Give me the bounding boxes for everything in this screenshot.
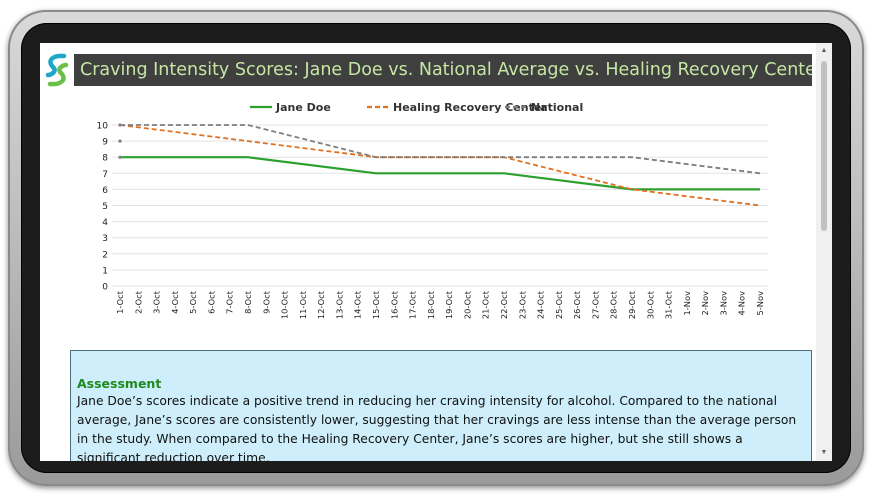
series-line-healing-recovery-center bbox=[119, 124, 761, 207]
y-tick-label: 1 bbox=[102, 266, 108, 276]
assessment-heading: Assessment bbox=[77, 376, 162, 391]
y-tick-label: 6 bbox=[102, 186, 108, 196]
scroll-up-icon[interactable]: ▲ bbox=[820, 47, 828, 54]
series-line-national bbox=[120, 124, 761, 175]
y-tick-label: 7 bbox=[102, 170, 108, 180]
x-tick-label: 11-Oct bbox=[298, 290, 308, 319]
x-tick-label: 14-Oct bbox=[353, 290, 363, 319]
x-tick-label: 19-Oct bbox=[444, 290, 454, 319]
assessment-panel: Assessment Jane Doe’s scores indicate a … bbox=[70, 350, 812, 461]
x-tick-label: 30-Oct bbox=[645, 290, 655, 319]
x-tick-label: 28-Oct bbox=[609, 290, 619, 319]
x-tick-label: 25-Oct bbox=[554, 290, 564, 319]
x-tick-label: 4-Oct bbox=[170, 290, 180, 314]
x-tick-label: 31-Oct bbox=[664, 290, 674, 319]
x-tick-label: 29-Oct bbox=[627, 290, 637, 319]
y-tick-label: 5 bbox=[102, 202, 108, 212]
data-point-marker bbox=[118, 155, 122, 159]
scroll-thumb[interactable] bbox=[821, 61, 827, 231]
y-tick-label: 3 bbox=[102, 234, 108, 244]
y-tick-label: 4 bbox=[102, 218, 108, 228]
x-tick-label: 16-Oct bbox=[389, 290, 399, 319]
data-point-marker bbox=[118, 139, 122, 143]
x-tick-label: 17-Oct bbox=[408, 290, 418, 319]
x-tick-label: 7-Oct bbox=[225, 290, 235, 314]
line-chart: 0 1 2 3 4 5 6 7 8 9 10 1-Oct 2-Oct 3-Oct 4-Oct 5-Oct 6-O… bbox=[97, 101, 768, 319]
x-tick-label: 15-Oct bbox=[371, 290, 381, 319]
x-tick-label: 2-Oct bbox=[133, 290, 143, 314]
scroll-down-icon[interactable]: ▼ bbox=[820, 449, 828, 456]
x-tick-label: 26-Oct bbox=[572, 290, 582, 319]
screen: Craving Intensity Scores: Jane Doe vs. N… bbox=[40, 43, 832, 461]
x-tick-label: 9-Oct bbox=[261, 290, 271, 314]
x-tick-label: 6-Oct bbox=[206, 290, 216, 314]
assessment-body: Jane Doe’s scores indicate a positive tr… bbox=[77, 394, 797, 461]
x-tick-label: 5-Oct bbox=[188, 290, 198, 314]
x-tick-label: 1-Oct bbox=[115, 290, 125, 314]
y-tick-label: 0 bbox=[102, 283, 108, 293]
y-tick-label: 9 bbox=[102, 138, 108, 148]
legend-label: Jane Doe bbox=[275, 101, 331, 114]
y-tick-label: 8 bbox=[102, 154, 108, 164]
data-point-marker bbox=[118, 123, 122, 127]
vertical-scrollbar[interactable]: ▲ ▼ bbox=[816, 43, 832, 461]
brand-logo-icon bbox=[45, 53, 69, 87]
x-tick-label: 3-Oct bbox=[152, 290, 162, 314]
x-tick-label: 3-Nov bbox=[718, 291, 728, 316]
legend-label: Healing Recovery Center bbox=[393, 101, 547, 114]
x-tick-label: 12-Oct bbox=[316, 290, 326, 319]
x-tick-label: 13-Oct bbox=[334, 290, 344, 319]
x-tick-label: 10-Oct bbox=[280, 290, 290, 319]
x-tick-label: 4-Nov bbox=[737, 291, 747, 316]
x-tick-label: 23-Oct bbox=[517, 290, 527, 319]
page-title: Craving Intensity Scores: Jane Doe vs. N… bbox=[74, 54, 812, 86]
x-tick-label: 1-Nov bbox=[682, 291, 692, 316]
y-tick-label: 2 bbox=[102, 250, 108, 260]
series-line-jane-doe bbox=[120, 156, 760, 191]
x-tick-label: 5-Nov bbox=[755, 291, 765, 316]
x-tick-label: 18-Oct bbox=[426, 290, 436, 319]
x-tick-label: 27-Oct bbox=[590, 290, 600, 319]
x-tick-label: 2-Nov bbox=[700, 291, 710, 316]
x-tick-label: 22-Oct bbox=[499, 290, 509, 319]
x-tick-label: 21-Oct bbox=[481, 290, 491, 319]
x-tick-label: 24-Oct bbox=[536, 290, 546, 319]
y-tick-label: 10 bbox=[97, 122, 109, 132]
x-tick-label: 20-Oct bbox=[462, 290, 472, 319]
legend-label: National bbox=[531, 101, 583, 114]
x-tick-label: 8-Oct bbox=[243, 290, 253, 314]
